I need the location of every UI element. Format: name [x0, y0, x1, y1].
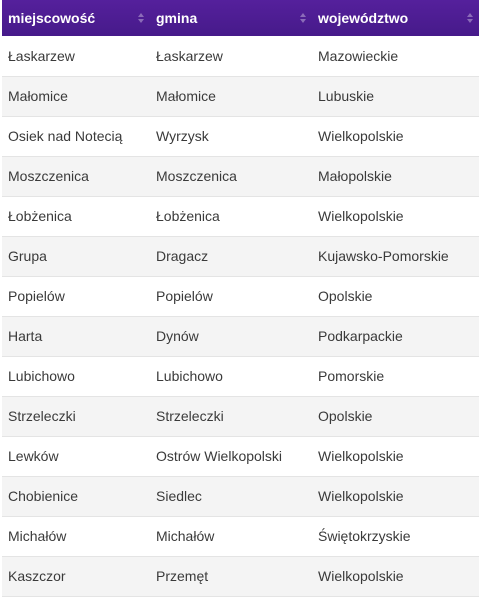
cell-gmina: Lubichowo: [156, 368, 223, 384]
table-row: Grupa Dragacz Kujawsko-Pomorskie: [2, 236, 479, 276]
table-row: Lewków Ostrów Wielkopolski Wielkopolskie: [2, 436, 479, 476]
column-header-label: gmina: [156, 10, 198, 26]
cell-wojewodztwo: Lubuskie: [318, 88, 375, 104]
cell-wojewodztwo: Wielkopolskie: [318, 568, 404, 584]
cell-miejscowosc: Moszczenica: [8, 168, 89, 184]
column-header-gmina[interactable]: gmina: [150, 0, 312, 36]
sort-arrows-icon[interactable]: [138, 13, 144, 23]
cell-miejscowosc: Kaszczor: [8, 568, 66, 584]
cell-wojewodztwo: Podkarpackie: [318, 328, 403, 344]
cell-miejscowosc: Lewków: [8, 448, 59, 464]
cell-miejscowosc: Strzeleczki: [8, 408, 76, 424]
table-row: Kaszczor Przemęt Wielkopolskie: [2, 556, 479, 596]
table-row: Lubichowo Lubichowo Pomorskie: [2, 356, 479, 396]
table-row: Michałów Michałów Świętokrzyskie: [2, 516, 479, 556]
cell-gmina: Ostrów Wielkopolski: [156, 448, 283, 464]
table-row: Strzeleczki Strzeleczki Opolskie: [2, 396, 479, 436]
column-header-wojewodztwo[interactable]: województwo: [312, 0, 479, 36]
cell-miejscowosc: Harta: [8, 328, 43, 344]
cell-wojewodztwo: Pomorskie: [318, 368, 385, 384]
cell-wojewodztwo: Mazowieckie: [318, 47, 399, 64]
cell-gmina: Strzeleczki: [156, 408, 224, 424]
table-row: Łobżenica Łobżenica Wielkopolskie: [2, 196, 479, 236]
cell-gmina: Popielów: [156, 288, 213, 304]
cell-gmina: Wyrzysk: [156, 128, 209, 144]
table-body: Łaskarzew Łaskarzew Mazowieckie Małomice Mał…: [2, 36, 479, 596]
table-row: Harta Dynów Podkarpackie: [2, 316, 479, 356]
cell-gmina: Siedlec: [156, 488, 202, 504]
cell-wojewodztwo: Opolskie: [318, 408, 373, 424]
cell-miejscowosc: Łobżenica: [8, 208, 72, 224]
sort-arrows-icon[interactable]: [300, 13, 306, 23]
cell-wojewodztwo: Wielkopolskie: [318, 488, 404, 504]
cell-wojewodztwo: Wielkopolskie: [318, 448, 404, 464]
cell-miejscowosc: Grupa: [8, 248, 47, 264]
cell-wojewodztwo: Wielkopolskie: [318, 128, 404, 144]
cell-wojewodztwo: Kujawsko-Pomorskie: [318, 248, 449, 264]
cell-miejscowosc: Łaskarzew: [8, 47, 75, 64]
table-row: Łaskarzew Łaskarzew Mazowieckie: [2, 36, 479, 76]
cell-miejscowosc: Chobienice: [8, 488, 79, 504]
cell-wojewodztwo: Małopolskie: [318, 168, 392, 184]
cell-gmina: Przemęt: [156, 568, 209, 584]
cell-gmina: Łobżenica: [156, 208, 220, 224]
table-row: Chobienice Siedlec Wielkopolskie: [2, 476, 479, 516]
column-header-miejscowosc[interactable]: miejscowość: [2, 0, 150, 36]
cell-gmina: Dragacz: [156, 248, 209, 264]
cell-miejscowosc: Lubichowo: [8, 368, 75, 384]
table-row: Popielów Popielów Opolskie: [2, 276, 479, 316]
cell-miejscowosc: Popielów: [8, 288, 65, 304]
cell-wojewodztwo: Świętokrzyskie: [318, 528, 411, 544]
table-row: Moszczenica Moszczenica Małopolskie: [2, 156, 479, 196]
table-row: Małomice Małomice Lubuskie: [2, 76, 479, 116]
cell-gmina: Moszczenica: [156, 168, 237, 184]
header-row: miejscowość gmina województwo: [2, 0, 479, 36]
cell-gmina: Michałów: [156, 528, 215, 544]
cell-gmina: Małomice: [156, 88, 216, 104]
cell-miejscowosc: Małomice: [8, 88, 68, 104]
table-header: miejscowość gmina województwo: [2, 0, 479, 36]
column-header-label: województwo: [318, 10, 409, 26]
column-header-label: miejscowość: [8, 10, 96, 26]
table-row: Osiek nad Notecią Wyrzysk Wielkopolskie: [2, 116, 479, 156]
sort-arrows-icon[interactable]: [467, 13, 473, 23]
cell-gmina: Łaskarzew: [156, 47, 223, 64]
cell-wojewodztwo: Wielkopolskie: [318, 208, 404, 224]
cell-miejscowosc: Michałów: [8, 528, 67, 544]
cell-wojewodztwo: Opolskie: [318, 288, 373, 304]
cell-miejscowosc: Osiek nad Notecią: [8, 128, 123, 144]
cell-gmina: Dynów: [156, 328, 199, 344]
